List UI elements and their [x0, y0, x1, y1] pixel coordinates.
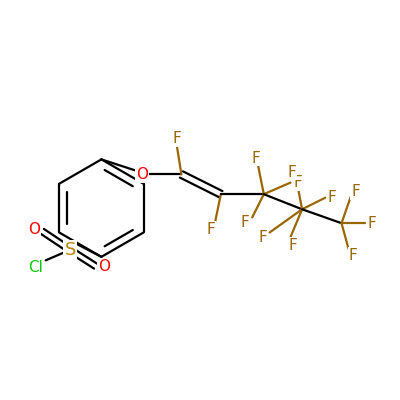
Text: F: F [288, 238, 297, 253]
Text: F: F [206, 222, 215, 236]
Text: F: F [293, 175, 302, 190]
Text: F: F [351, 184, 360, 199]
Text: F: F [349, 248, 358, 263]
Text: F: F [367, 216, 376, 231]
Text: F: F [287, 165, 296, 180]
Text: O: O [28, 222, 40, 236]
Text: F: F [172, 131, 181, 146]
Text: S: S [64, 241, 76, 259]
Text: O: O [98, 259, 110, 274]
Text: F: F [328, 190, 337, 205]
Text: F: F [251, 151, 260, 166]
Text: F: F [258, 230, 267, 245]
Text: Cl: Cl [28, 260, 43, 275]
Text: O: O [136, 167, 148, 182]
Text: F: F [241, 214, 250, 230]
